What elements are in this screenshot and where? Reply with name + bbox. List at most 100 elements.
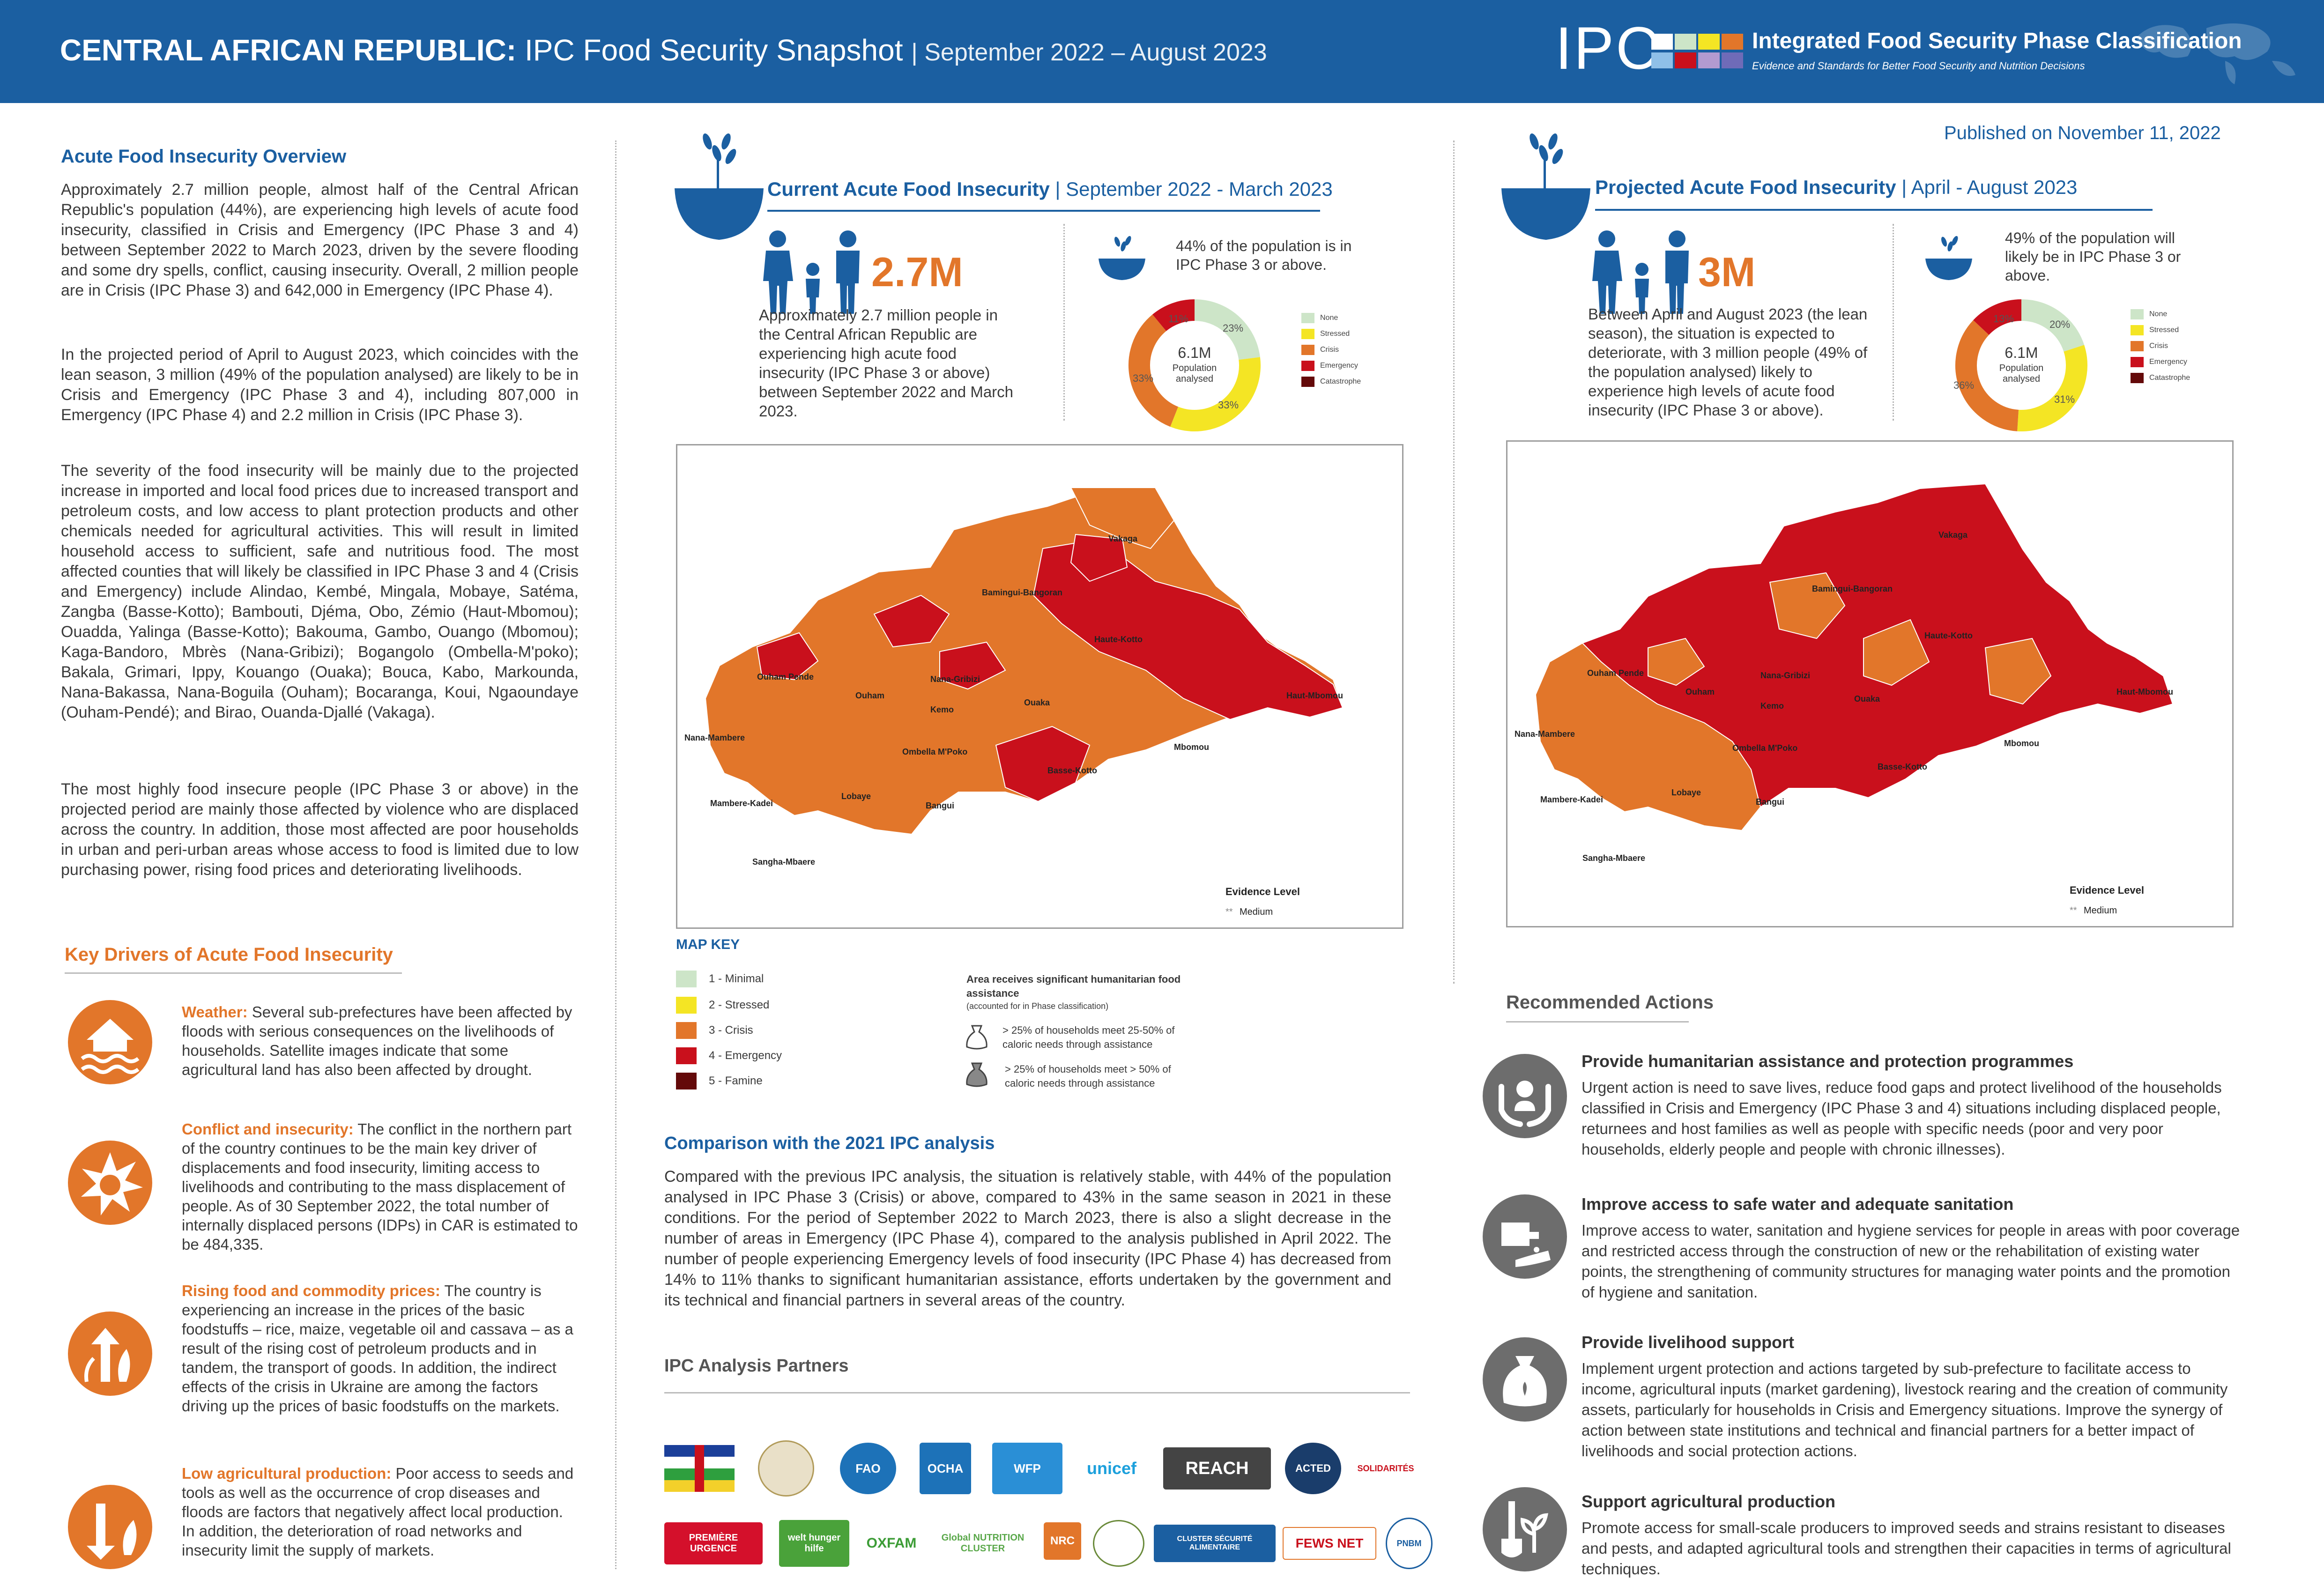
partner-logo-food-security-cluster: CLUSTER SÉCURITÉ ALIMENTAIRE bbox=[1154, 1525, 1276, 1562]
map-key-phase5: 5 - Famine bbox=[709, 1075, 763, 1087]
action-title-3: Provide livelihood support bbox=[1582, 1333, 1795, 1352]
projected-period: April - August 2023 bbox=[1911, 176, 2078, 198]
map-label-ouham-pende: Ouham Pende bbox=[1587, 668, 1644, 678]
projected-donut-chart bbox=[1955, 299, 2087, 431]
partner-logo-car-flag bbox=[664, 1445, 735, 1492]
projected-title: Projected Acute Food Insecurity bbox=[1595, 176, 1896, 198]
map-label-vakaga: Vakaga bbox=[1108, 534, 1138, 543]
projected-share: 49% of the population will likely be in … bbox=[2005, 230, 2181, 284]
donut-slice-stressed bbox=[1170, 357, 1261, 431]
world-map-icon bbox=[2136, 23, 2295, 84]
map-label-mambere-kadei: Mambere-Kadei bbox=[710, 799, 773, 808]
map-label-nana-mambere: Nana-Mambere bbox=[684, 733, 745, 742]
map-label-haute-kotto: Haute-Kotto bbox=[1094, 635, 1143, 644]
map-key-assist-title: Area receives significant humanitarian f… bbox=[966, 973, 1181, 999]
donut-slice-none bbox=[1194, 299, 1260, 360]
partner-logo-nrc: NRC bbox=[1044, 1522, 1081, 1560]
projected-description: Between April and August 2023 (the lean … bbox=[1588, 305, 1868, 419]
map-key-legend: 1 - Minimal 2 - Stressed 3 - Crisis 4 - … bbox=[676, 965, 957, 1096]
snapshot-period: September 2022 – August 2023 bbox=[924, 39, 1267, 66]
svg-text:**: ** bbox=[2070, 905, 2077, 916]
action-text-1: Urgent action is need to save lives, red… bbox=[1582, 1079, 2222, 1158]
partner-logo-fao: FAO bbox=[840, 1443, 896, 1494]
action-text-4: Promote access for small-scale producers… bbox=[1582, 1519, 2231, 1578]
current-donut-center: 6.1M bbox=[1178, 344, 1211, 361]
map-label-bangui: Bangui bbox=[926, 801, 954, 810]
current-donut-label-stressed: 33% bbox=[1218, 399, 1239, 411]
hands-protection-icon bbox=[1483, 1054, 1567, 1138]
donut-slice-none bbox=[2021, 299, 2085, 352]
partners-divider bbox=[664, 1392, 1410, 1393]
drivers-heading: Key Drivers of Acute Food Insecurity bbox=[65, 944, 393, 965]
svg-text:**: ** bbox=[1225, 907, 1233, 917]
ipc-org-name: Integrated Food Security Phase Classific… bbox=[1752, 29, 2242, 53]
current-donut-chart bbox=[1129, 299, 1261, 431]
map-label-mbomou: Mbomou bbox=[1174, 742, 1209, 752]
driver-prices: Rising food and commodity prices: The co… bbox=[182, 1281, 580, 1416]
map-label-mbomou: Mbomou bbox=[2004, 739, 2039, 748]
header-banner: CENTRAL AFRICAN REPUBLIC: IPC Food Secur… bbox=[0, 0, 2324, 103]
current-stats-divider bbox=[1063, 224, 1065, 421]
projected-heading: Projected Acute Food Insecurity | April … bbox=[1595, 176, 2078, 198]
map-label-basse-kotto: Basse-Kotto bbox=[1047, 766, 1097, 775]
current-donut-label-none: 23% bbox=[1223, 322, 1244, 334]
legend-stressed: Stressed bbox=[1320, 330, 1350, 338]
current-donut-label-crisis: 33% bbox=[1133, 372, 1154, 384]
projected-donut-label-emergency: 13% bbox=[1993, 313, 2014, 325]
current-donut-sub: Population analysed bbox=[1172, 363, 1217, 384]
grain-sack-icon bbox=[1483, 1337, 1567, 1422]
map-label-haut-mbomou: Haut-Mbomou bbox=[2116, 687, 2173, 697]
projected-underline bbox=[1595, 209, 2153, 211]
partner-logo-wfp: WFP bbox=[992, 1443, 1062, 1494]
map-label-vakaga: Vakaga bbox=[1938, 530, 1968, 540]
driver-text: Poor access to seeds and tools as well a… bbox=[182, 1465, 574, 1559]
projected-donut-center: 6.1M bbox=[2005, 344, 2038, 361]
food-bowl-icon bbox=[1501, 133, 1590, 240]
partners-row-1: FAO OCHA WFP unicef REACH ACTED SOLIDARI… bbox=[664, 1438, 1433, 1499]
current-map[interactable]: Vakaga Bamingui-Bangoran Haute-Kotto Hau… bbox=[676, 444, 1403, 929]
partner-logo-oxfam: OXFAM bbox=[861, 1520, 922, 1567]
shovel-plant-icon bbox=[1483, 1487, 1567, 1571]
map-label-basse-kotto: Basse-Kotto bbox=[1878, 762, 1927, 771]
projected-donut-label-crisis: 36% bbox=[1953, 379, 1975, 391]
map-label-ouham: Ouham bbox=[1685, 687, 1715, 697]
driver-agriculture: Low agricultural production: Poor access… bbox=[182, 1464, 580, 1560]
map-label-nana-mambere: Nana-Mambere bbox=[1515, 729, 1575, 739]
driver-text: The conflict in the northern part of the… bbox=[182, 1120, 578, 1253]
partner-logo-unicef: unicef bbox=[1077, 1443, 1147, 1494]
map-label-lobaye: Lobaye bbox=[1671, 788, 1701, 797]
overview-paragraph-3: The severity of the food insecurity will… bbox=[61, 462, 579, 721]
donut-slice-emergency bbox=[1152, 299, 1195, 332]
ipc-tagline: Evidence and Standards for Better Food S… bbox=[1752, 60, 2085, 72]
projected-map[interactable]: Vakaga Bamingui-Bangoran Haute-Kotto Hau… bbox=[1506, 440, 2234, 927]
projected-donut-label-stressed: 31% bbox=[2054, 393, 2075, 405]
driver-conflict: Conflict and insecurity: The conflict in… bbox=[182, 1119, 580, 1254]
map-label-ouham: Ouham bbox=[855, 691, 884, 700]
map-key-phase4: 4 - Emergency bbox=[709, 1049, 782, 1062]
map-label-lobaye: Lobaye bbox=[841, 792, 871, 801]
map-label-nana-gribizi: Nana-Gribizi bbox=[1760, 671, 1810, 680]
driver-title: Conflict and insecurity: bbox=[182, 1120, 354, 1138]
crop-decline-icon bbox=[68, 1485, 152, 1569]
action-text-3: Implement urgent protection and actions … bbox=[1582, 1360, 2228, 1460]
current-map-svg: Vakaga Bamingui-Bangoran Haute-Kotto Hau… bbox=[684, 487, 1344, 917]
overview-paragraph-1: Approximately 2.7 million people, almost… bbox=[61, 181, 579, 299]
price-rise-icon bbox=[68, 1312, 152, 1396]
water-tap-icon bbox=[1483, 1194, 1567, 1279]
map-key-phase1: 1 - Minimal bbox=[709, 972, 764, 985]
current-heading: Current Acute Food Insecurity | Septembe… bbox=[767, 178, 1333, 200]
partner-logo-nutrition-cluster: Global NUTRITION CLUSTER bbox=[934, 1520, 1032, 1567]
current-share: 44% of the population is in IPC Phase 3 … bbox=[1176, 237, 1352, 273]
map-label-sangha-mbaere: Sangha-Mbaere bbox=[752, 857, 815, 867]
column-divider-left bbox=[615, 141, 616, 1569]
action-text-2: Improve access to water, sanitation and … bbox=[1582, 1222, 2240, 1301]
current-evidence-title: Evidence Level bbox=[1225, 886, 1300, 897]
partner-logo-acted: ACTED bbox=[1285, 1443, 1341, 1494]
map-key-heading: MAP KEY bbox=[676, 937, 740, 952]
legend-emergency: Emergency bbox=[1320, 362, 1358, 370]
donut-slice-crisis bbox=[1955, 320, 2019, 431]
driver-weather: Weather: Several sub-prefectures have be… bbox=[182, 1002, 580, 1079]
map-label-ombella: Ombella M'Poko bbox=[1732, 743, 1797, 753]
partner-logo-welthungerhilfe: welt hunger hilfe bbox=[779, 1520, 849, 1567]
map-key-assist2: > 25% of households meet > 50% of calori… bbox=[1005, 1063, 1171, 1089]
